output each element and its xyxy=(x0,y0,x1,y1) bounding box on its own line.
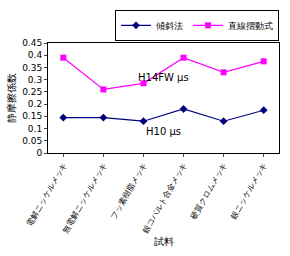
svg-text:無電解ニッケルメッキ: 無電解ニッケルメッキ xyxy=(61,161,109,235)
svg-text:0.4: 0.4 xyxy=(28,50,43,60)
svg-text:硬質クロムメッキ: 硬質クロムメッキ xyxy=(189,161,229,221)
svg-text:H14FW μs: H14FW μs xyxy=(138,72,189,83)
svg-text:銀ニッケルメッキ: 銀ニッケルメッキ xyxy=(229,161,269,221)
svg-text:試料: 試料 xyxy=(154,236,174,247)
svg-text:0.2: 0.2 xyxy=(28,99,42,109)
svg-text:0.1: 0.1 xyxy=(28,124,42,134)
svg-text:0.15: 0.15 xyxy=(22,111,42,121)
svg-text:静摩擦係数: 静摩擦係数 xyxy=(6,73,17,123)
svg-text:0.3: 0.3 xyxy=(28,75,42,85)
svg-text:H10 μs: H10 μs xyxy=(146,126,181,137)
svg-text:電解ニッケルメッキ: 電解ニッケルメッキ xyxy=(25,161,69,228)
svg-text:0.35: 0.35 xyxy=(22,63,42,73)
svg-text:フッ素樹脂メッキ: フッ素樹脂メッキ xyxy=(109,161,149,221)
svg-text:銀コバルト合金メッキ: 銀コバルト合金メッキ xyxy=(141,161,189,235)
svg-text:0.45: 0.45 xyxy=(22,38,42,48)
svg-text:0.25: 0.25 xyxy=(22,87,42,97)
svg-text:直線摺動式: 直線摺動式 xyxy=(228,21,273,31)
svg-text:傾斜法: 傾斜法 xyxy=(156,21,183,31)
svg-text:0.05: 0.05 xyxy=(22,136,42,146)
svg-text:0: 0 xyxy=(36,148,42,158)
